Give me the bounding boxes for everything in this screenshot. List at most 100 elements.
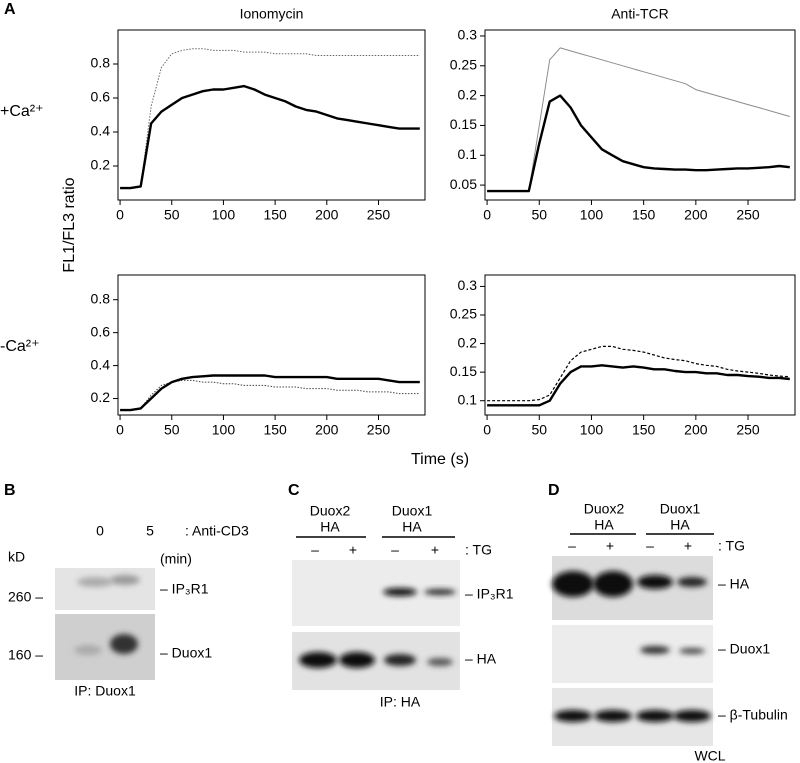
data-line bbox=[120, 374, 420, 412]
plot-frame bbox=[117, 29, 426, 201]
data-line bbox=[120, 379, 420, 411]
x-tick-label: 100 bbox=[580, 422, 604, 438]
band bbox=[74, 645, 102, 655]
y-tick-label: 0.2 bbox=[91, 389, 111, 405]
panel-label: A bbox=[4, 1, 16, 18]
sign: + bbox=[431, 542, 439, 558]
y-tick-label: 0.3 bbox=[458, 277, 478, 293]
sign: + bbox=[684, 538, 692, 554]
y-tick-label: 0.05 bbox=[450, 176, 477, 192]
chart-title: Ionomycin bbox=[240, 6, 304, 22]
band bbox=[383, 588, 417, 596]
x-tick-label: 100 bbox=[580, 207, 604, 223]
x-tick-label: 50 bbox=[164, 422, 180, 438]
plot-frame bbox=[117, 274, 426, 416]
band bbox=[640, 646, 670, 654]
unit-label: kD bbox=[8, 549, 25, 565]
caption: IP: HA bbox=[380, 694, 421, 710]
band bbox=[384, 654, 416, 666]
y-tick-label: 0.8 bbox=[91, 55, 111, 71]
group-label: Duox2 bbox=[584, 501, 625, 517]
x-tick-label: 100 bbox=[212, 422, 236, 438]
x-tick-label: 200 bbox=[315, 422, 339, 438]
panel-label: D bbox=[548, 482, 560, 499]
y-tick-label: 0.4 bbox=[91, 123, 111, 139]
treatment-label: : TG bbox=[465, 542, 492, 558]
sign: + bbox=[606, 538, 614, 554]
band bbox=[110, 575, 140, 585]
x-tick-label: 250 bbox=[367, 422, 391, 438]
group-label: HA bbox=[402, 519, 422, 535]
band bbox=[552, 571, 594, 597]
band bbox=[594, 710, 632, 722]
x-tick-label: 0 bbox=[483, 207, 491, 223]
treatment-label: : Anti-CD3 bbox=[185, 523, 249, 539]
blot bbox=[55, 568, 155, 610]
sign: – bbox=[311, 542, 319, 558]
x-tick-label: 150 bbox=[263, 422, 287, 438]
chart-title: Anti-TCR bbox=[611, 6, 669, 22]
band bbox=[637, 575, 673, 589]
data-line bbox=[487, 364, 790, 407]
band bbox=[636, 710, 674, 722]
x-tick-label: 250 bbox=[736, 207, 760, 223]
data-line bbox=[120, 84, 420, 190]
band-label: – HA bbox=[465, 651, 497, 667]
data-line bbox=[487, 94, 790, 193]
x-tick-label: 50 bbox=[531, 207, 547, 223]
x-tick-label: 250 bbox=[736, 422, 760, 438]
y-tick-label: 0.1 bbox=[458, 146, 478, 162]
x-tick-label: 200 bbox=[684, 422, 708, 438]
group-label: Duox2 bbox=[310, 503, 351, 519]
x-tick-label: 0 bbox=[116, 422, 124, 438]
caption: IP: Duox1 bbox=[74, 683, 136, 699]
panel-label: B bbox=[4, 482, 16, 499]
group-label: HA bbox=[320, 519, 340, 535]
data-line bbox=[120, 48, 420, 189]
band bbox=[673, 710, 711, 722]
marker: 160 – bbox=[8, 647, 43, 663]
x-tick-label: 50 bbox=[164, 207, 180, 223]
band-label: – Duox1 bbox=[160, 645, 212, 661]
band bbox=[677, 577, 707, 587]
y-tick-label: 0.3 bbox=[458, 27, 478, 43]
band bbox=[339, 652, 375, 668]
y-tick-label: 0.2 bbox=[458, 334, 478, 350]
x-axis-label: Time (s) bbox=[411, 451, 469, 468]
band-label: – IP₃R1 bbox=[465, 586, 514, 602]
y-tick-label: 0.8 bbox=[91, 290, 111, 306]
lane-label: 0 bbox=[96, 523, 104, 539]
band bbox=[424, 589, 456, 595]
sign: – bbox=[646, 538, 654, 554]
band bbox=[679, 648, 705, 654]
band bbox=[110, 634, 138, 654]
data-line bbox=[487, 345, 790, 402]
panel-c: C Duox2 HA Duox1 HA – + – + : TG – IP₃R1… bbox=[288, 482, 514, 709]
blot bbox=[55, 614, 155, 680]
panel-d: D Duox2 HA Duox1 HA – + – + : TG – HA – … bbox=[548, 482, 788, 763]
x-tick-label: 150 bbox=[632, 422, 656, 438]
band bbox=[554, 710, 592, 722]
treatment-label: : TG bbox=[718, 538, 745, 554]
x-tick-label: 200 bbox=[684, 207, 708, 223]
data-line bbox=[487, 47, 790, 192]
band-label: – β-Tubulin bbox=[718, 707, 788, 723]
marker: 260 – bbox=[8, 589, 43, 605]
band bbox=[299, 652, 337, 668]
group-label: Duox1 bbox=[392, 503, 433, 519]
group-label: Duox1 bbox=[660, 501, 701, 517]
y-tick-label: 0.15 bbox=[450, 363, 477, 379]
row-label: -Ca²⁺ bbox=[0, 338, 40, 355]
unit-label: (min) bbox=[160, 551, 192, 567]
blot bbox=[552, 625, 713, 683]
x-tick-label: 0 bbox=[116, 207, 124, 223]
band bbox=[593, 571, 633, 597]
y-tick-label: 0.15 bbox=[450, 116, 477, 132]
band bbox=[77, 577, 113, 587]
panel-b: B 0 5 : Anti-CD3 kD (min) 260 – 160 – – … bbox=[4, 482, 249, 698]
x-tick-label: 0 bbox=[483, 422, 491, 438]
sign: – bbox=[568, 538, 576, 554]
panel-label: C bbox=[288, 482, 300, 499]
band bbox=[427, 658, 453, 666]
